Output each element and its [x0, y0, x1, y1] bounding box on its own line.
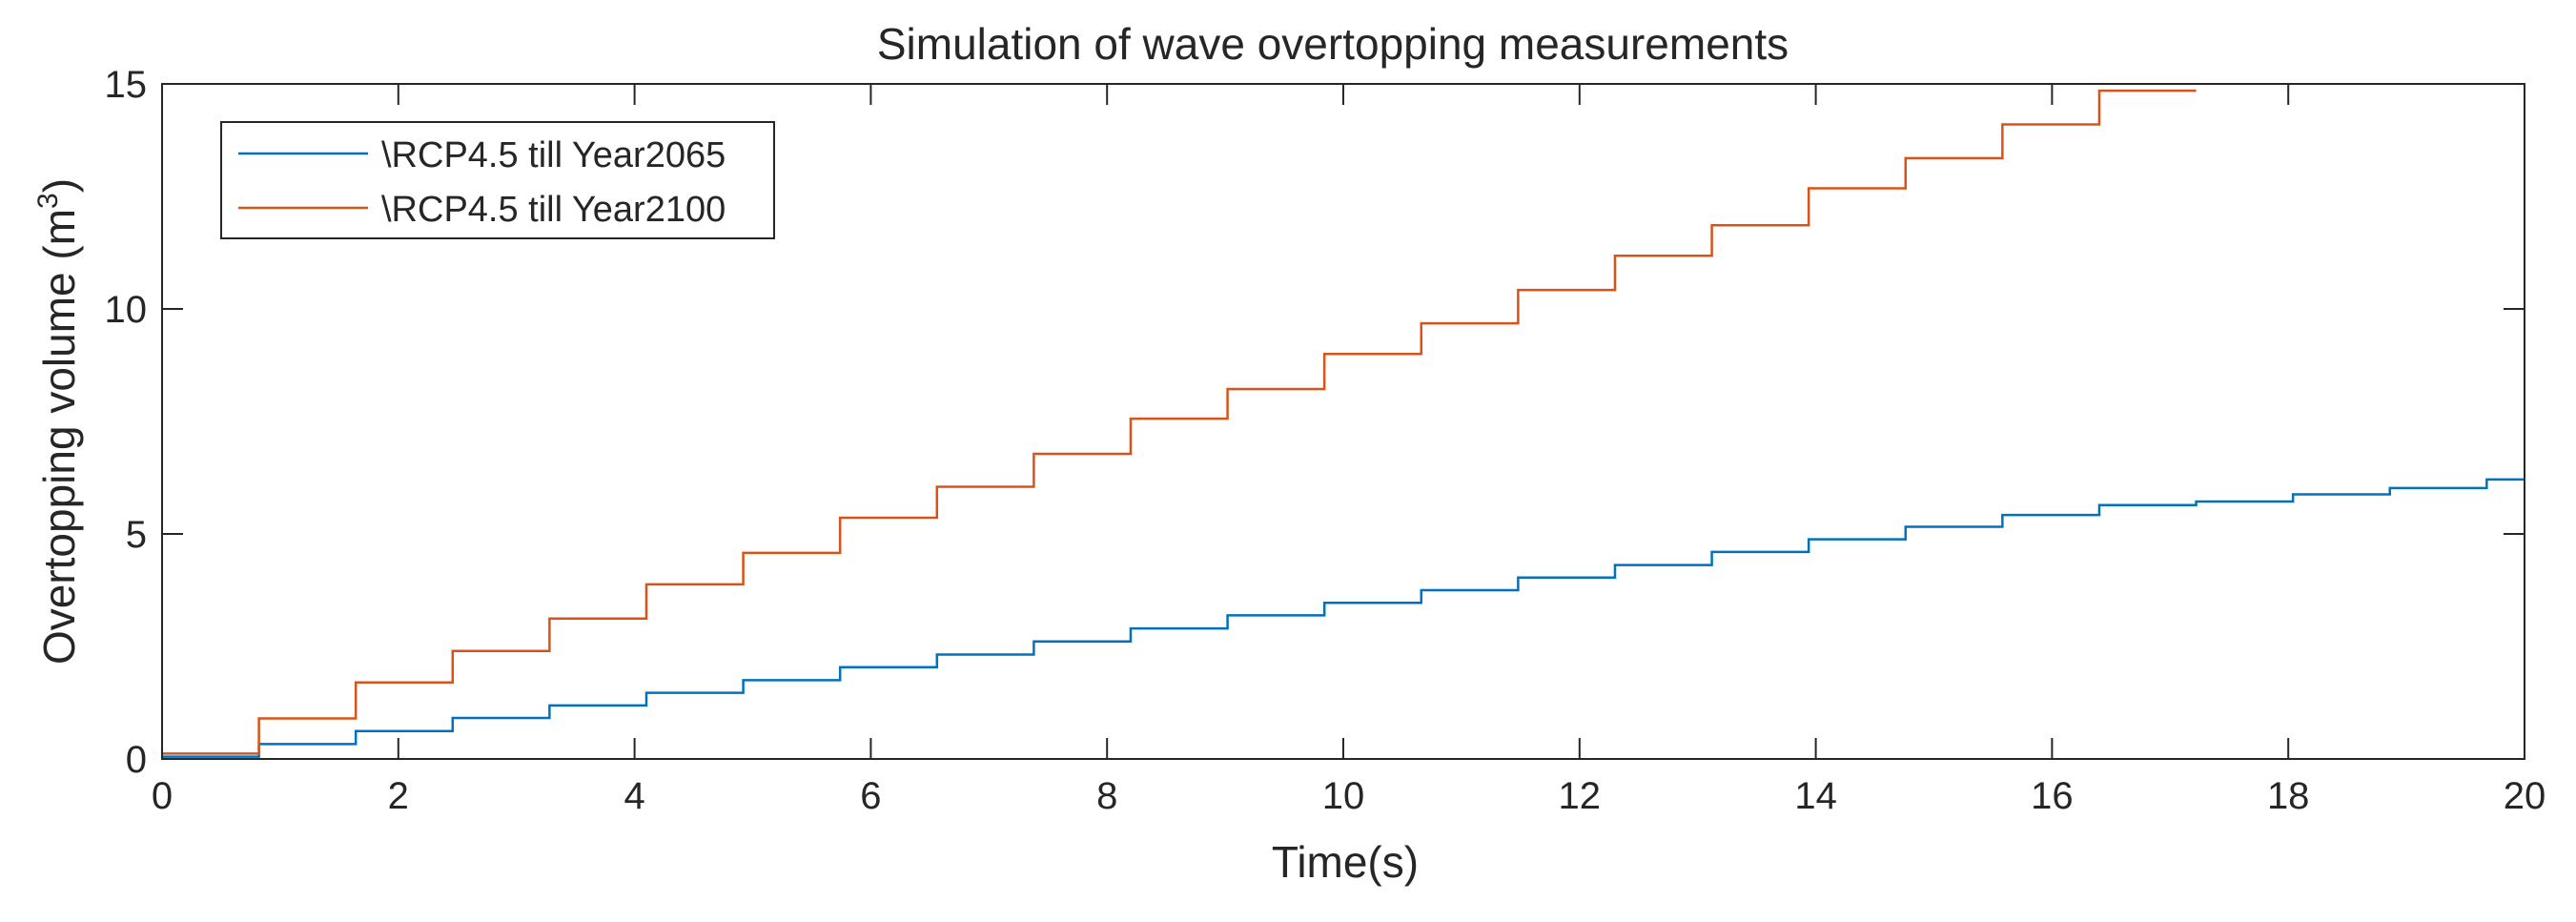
series-line-1: [162, 89, 2197, 755]
x-tick-label: 20: [2504, 775, 2546, 817]
y-axis-label-suffix: ): [34, 178, 84, 193]
y-axis-label-superscript: 3: [32, 193, 64, 209]
ticks-layer: 0 2 4 6 8 10 12 14 16 18 20 0 5 10 15: [105, 64, 2546, 817]
x-tick-label: 0: [152, 775, 173, 817]
y-tick-label: 5: [126, 514, 147, 556]
chart-title: Simulation of wave overtopping measureme…: [877, 19, 1789, 69]
x-tick-label: 12: [1559, 775, 1602, 817]
legend-box: [220, 121, 775, 239]
y-tick-label: 10: [105, 289, 148, 331]
x-tick-label: 10: [1322, 775, 1365, 817]
x-tick-label: 14: [1794, 775, 1837, 817]
x-tick-label: 16: [2031, 775, 2074, 817]
series-line-0: [162, 478, 2525, 758]
y-axis-label-main: Overtopping volume (m: [34, 209, 84, 665]
x-tick-label: 18: [2267, 775, 2310, 817]
legend: \RCP4.5 till Year2065 \RCP4.5 till Year2…: [220, 121, 775, 239]
y-tick-label: 0: [126, 739, 147, 781]
plot-area: 0 2 4 6 8 10 12 14 16 18 20 0 5 10 15: [105, 64, 2546, 817]
y-tick-label: 15: [105, 64, 148, 106]
x-tick-label: 8: [1096, 775, 1117, 817]
x-tick-label: 4: [624, 775, 644, 817]
x-tick-label: 2: [388, 775, 409, 817]
x-tick-label: 6: [860, 775, 881, 817]
legend-label-2065: \RCP4.5 till Year2065: [381, 135, 726, 175]
y-axis-label: Overtopping volume (m3): [32, 178, 84, 665]
legend-label-2100: \RCP4.5 till Year2100: [381, 190, 726, 230]
series-layer: [162, 89, 2525, 758]
x-axis-label: Time(s): [1272, 837, 1419, 887]
